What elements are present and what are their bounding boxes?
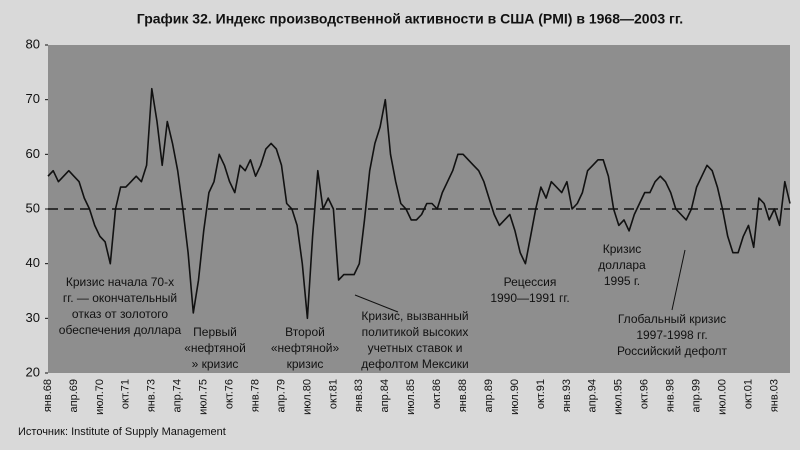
x-tick-label: апр.74 [172, 379, 184, 412]
annotation: Второй [285, 325, 325, 339]
x-tick-label: окт.86 [431, 379, 443, 409]
x-tick-label: окт.96 [639, 379, 651, 409]
x-tick-label: июл.85 [405, 379, 417, 415]
annotation: 1990—1991 гг. [490, 291, 569, 305]
annotation: отказ от золотого [72, 307, 169, 321]
annotation: гг. — окончательный [63, 291, 177, 305]
x-tick-label: янв.68 [42, 379, 54, 412]
annotations: Кризис начала 70-х гг. — окончательный о… [59, 242, 728, 371]
source: Источник: Institute of Supply Management [18, 426, 226, 438]
x-tick-label: апр.84 [379, 379, 391, 412]
x-tick-label: апр.69 [68, 379, 80, 412]
x-tick-label: июл.90 [509, 379, 521, 415]
annotation: Кризис [603, 242, 642, 256]
y-tick-label: 60 [26, 146, 40, 161]
data-line [47, 87, 791, 320]
x-tick-label: июл.70 [94, 379, 106, 415]
y-tick-label: 20 [26, 364, 40, 379]
y-tick-label: 70 [26, 91, 40, 106]
annotation: «нефтяной [184, 341, 246, 355]
x-tick-label: янв.78 [249, 379, 261, 412]
y-tick-label: 40 [26, 255, 40, 270]
x-tick-label: апр.89 [483, 379, 495, 412]
x-tick-label: окт.71 [120, 379, 132, 409]
annotation: Российский дефолт [617, 344, 728, 358]
x-tick-label: янв.88 [457, 379, 469, 412]
pointer [354, 294, 399, 313]
annotation: Рецессия [504, 275, 557, 289]
x-tick-label: окт.01 [742, 379, 754, 409]
x-tick-label: янв.98 [665, 379, 677, 412]
annotation: Первый [193, 325, 237, 339]
x-tick-label: янв.03 [768, 379, 780, 412]
x-tick-label: июл.00 [716, 379, 728, 415]
x-tick-label: июл.95 [613, 379, 625, 415]
pointer [671, 249, 686, 311]
x-tick-label: янв.93 [561, 379, 573, 412]
annotation: кризис [287, 357, 324, 371]
x-tick-label: окт.76 [224, 379, 236, 409]
x-tick-label: апр.94 [587, 379, 599, 412]
annotation: доллара [598, 258, 646, 272]
x-tick-label: окт.91 [535, 379, 547, 409]
y-tick-label: 50 [26, 200, 40, 215]
annotation: обеспечения доллара [59, 323, 182, 337]
x-tick-label: янв.73 [146, 379, 158, 412]
annotation: 1997-1998 гг. [636, 328, 707, 342]
x-tick-label: апр.99 [691, 379, 703, 412]
x-tick-label: янв.83 [353, 379, 365, 412]
chart-title: График 32. Индекс производственной актив… [137, 11, 683, 27]
annotation: Кризис, вызванный [361, 309, 468, 323]
annotation: «нефтяной» [271, 341, 340, 355]
annotation: Глобальный кризис [618, 312, 726, 326]
y-tick-label: 30 [26, 310, 40, 325]
x-tick-label: июл.80 [301, 379, 313, 415]
annotation: » кризис [192, 357, 239, 371]
x-tick-label: окт.81 [327, 379, 339, 409]
annotation: 1995 г. [604, 274, 640, 288]
annotation: политикой высоких [362, 325, 469, 339]
x-tick-label: апр.79 [275, 379, 287, 412]
x-tick-label: июл.75 [198, 379, 210, 415]
annotation: учетных ставок и [368, 341, 463, 355]
y-tick-label: 80 [26, 36, 40, 51]
annotation: Кризис начала 70-х [66, 275, 174, 289]
annotation: дефолтом Мексики [361, 357, 468, 371]
